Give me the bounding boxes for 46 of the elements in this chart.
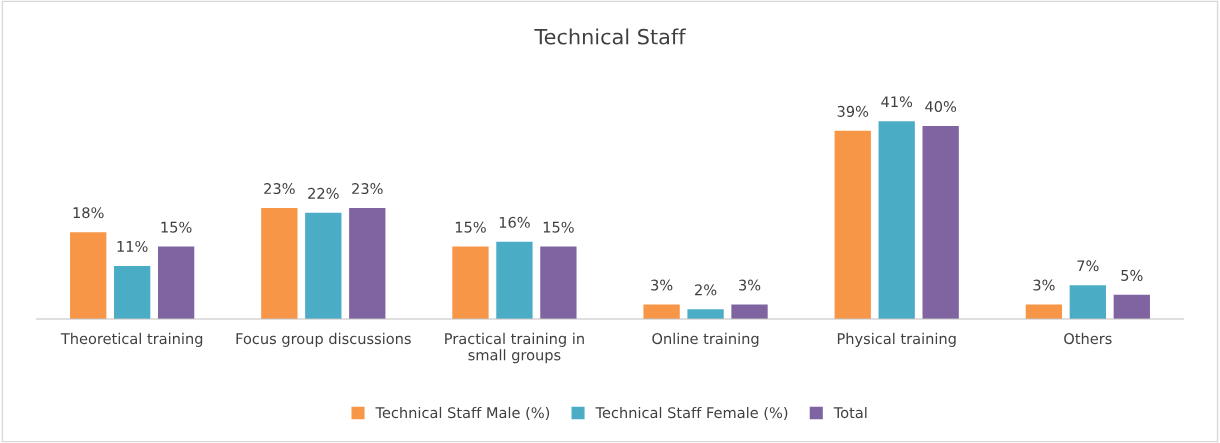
data-label: 3% <box>651 279 673 291</box>
bar <box>643 304 680 319</box>
data-label: 15% <box>161 221 192 233</box>
data-label: 5% <box>1121 269 1143 281</box>
bar <box>1069 285 1106 319</box>
legend-label: Total <box>833 406 867 419</box>
bar <box>70 232 107 319</box>
bar <box>452 246 489 319</box>
data-label: 7% <box>1077 260 1099 272</box>
legend-label: Technical Staff Male (%) <box>375 406 550 420</box>
data-label: 18% <box>73 207 104 219</box>
chart-title: Technical Staff <box>534 28 686 45</box>
bar <box>496 241 533 319</box>
x-tick-label: Physical training <box>837 332 956 347</box>
data-label: 3% <box>1033 279 1055 291</box>
x-tick-label: Focus group discussions <box>236 332 411 347</box>
bar <box>349 208 386 319</box>
bar <box>114 265 151 319</box>
bar <box>687 309 724 319</box>
legend-label: Technical Staff Female (%) <box>595 406 788 420</box>
data-label: 23% <box>264 183 295 195</box>
data-label: 15% <box>455 221 486 233</box>
x-tick-label: Theoretical training <box>60 332 203 347</box>
data-label: 39% <box>837 105 869 117</box>
data-label: 40% <box>925 101 957 113</box>
x-tick-label: Others <box>1064 332 1112 345</box>
data-label: 22% <box>308 187 339 199</box>
bar <box>305 212 342 319</box>
data-label: 23% <box>352 183 383 195</box>
bar <box>922 126 959 319</box>
data-label: 11% <box>117 240 148 252</box>
data-label: 41% <box>881 96 913 108</box>
bar <box>1025 304 1063 319</box>
bar <box>1113 294 1150 319</box>
data-label: 16% <box>499 216 530 228</box>
data-label: 15% <box>543 221 574 233</box>
x-tick-label: Practical training in small groups <box>445 332 584 364</box>
data-label: 3% <box>739 279 761 291</box>
bar <box>540 246 577 319</box>
bar <box>878 121 915 319</box>
bar <box>731 304 768 319</box>
bar <box>261 208 298 319</box>
x-tick-label: Online training <box>652 332 759 347</box>
data-label: 2% <box>695 284 717 296</box>
bar <box>834 130 871 319</box>
bar <box>157 246 195 319</box>
